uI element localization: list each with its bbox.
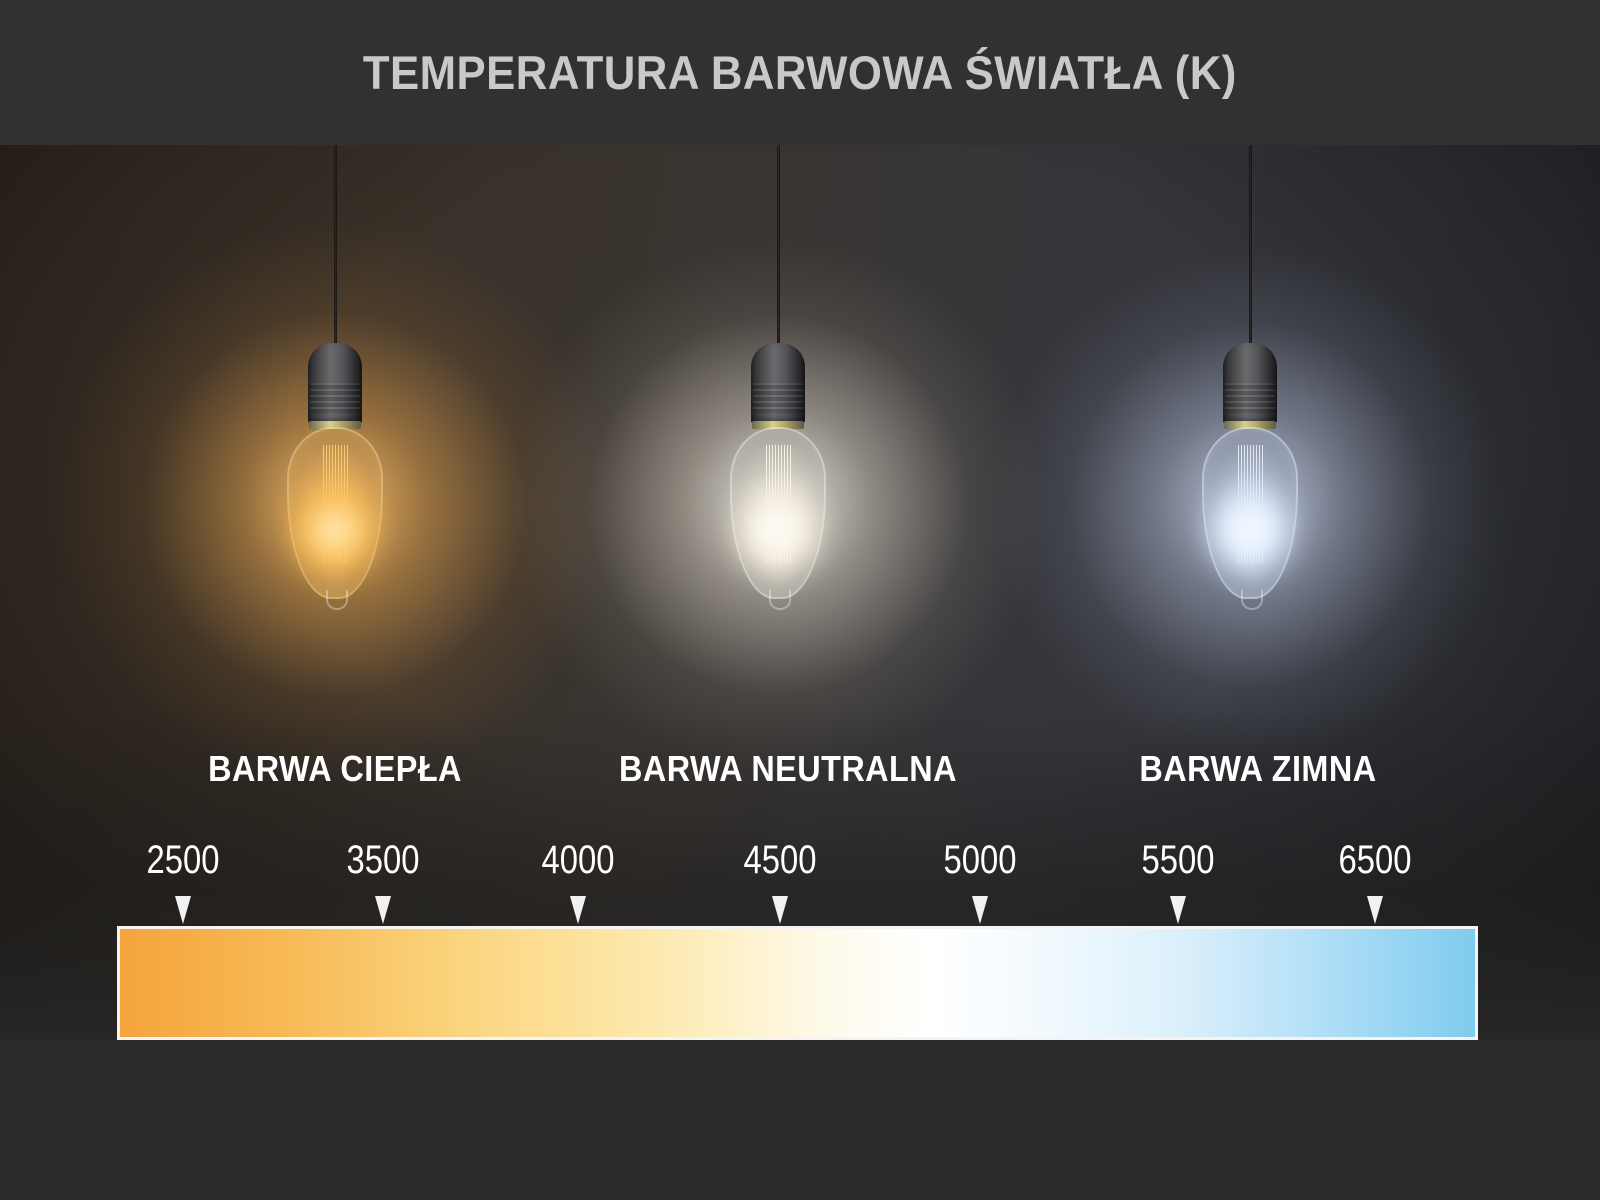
scale-arrow-icon-4000 [570, 896, 586, 924]
bulb-tip-cool [1241, 590, 1263, 610]
scale-label-5500: 5500 [1141, 838, 1215, 882]
scale-label-4000: 4000 [541, 838, 615, 882]
bulb-glow-core-neutral [738, 487, 818, 573]
scale-arrow-icon-5500 [1170, 896, 1186, 924]
scale-label-4500: 4500 [743, 838, 817, 882]
bulb-glass-cool [1202, 427, 1298, 610]
bulb-glass-neutral [730, 427, 826, 610]
bulb-scene [0, 145, 1600, 1040]
bulb-tip-neutral [769, 590, 791, 610]
bulb-glow-core-warm [295, 487, 375, 573]
category-label-warm: BARWA CIEPŁA [208, 748, 462, 789]
bulb-glass-warm [287, 427, 383, 610]
lamp-socket-cool [1223, 343, 1277, 425]
scale-label-5000: 5000 [943, 838, 1017, 882]
scale-label-2500: 2500 [146, 838, 220, 882]
bulb-tip-warm [326, 590, 348, 610]
scale-arrow-icon-6500 [1367, 896, 1383, 924]
lamp-cord-warm [334, 145, 337, 350]
lamp-cord-neutral [777, 145, 780, 350]
scale-arrow-icon-2500 [175, 896, 191, 924]
scale-arrow-icon-4500 [772, 896, 788, 924]
scale-arrow-icon-3500 [375, 896, 391, 924]
lamp-socket-neutral [751, 343, 805, 425]
scale-label-3500: 3500 [346, 838, 420, 882]
bulb-glow-core-cool [1210, 487, 1290, 573]
lamp-cord-cool [1249, 145, 1252, 350]
gradient-fill [120, 929, 1475, 1037]
page-title: TEMPERATURA BARWOWA ŚWIATŁA (K) [363, 46, 1237, 99]
header-band: TEMPERATURA BARWOWA ŚWIATŁA (K) [0, 0, 1600, 145]
footer-band [0, 1040, 1600, 1200]
color-temperature-gradient-bar [117, 926, 1478, 1040]
scale-label-6500: 6500 [1338, 838, 1412, 882]
scale-arrow-icon-5000 [972, 896, 988, 924]
scene-vignette [0, 145, 1600, 1040]
category-label-neutral: BARWA NEUTRALNA [619, 748, 957, 789]
lamp-socket-warm [308, 343, 362, 425]
category-label-cool: BARWA ZIMNA [1139, 748, 1377, 789]
